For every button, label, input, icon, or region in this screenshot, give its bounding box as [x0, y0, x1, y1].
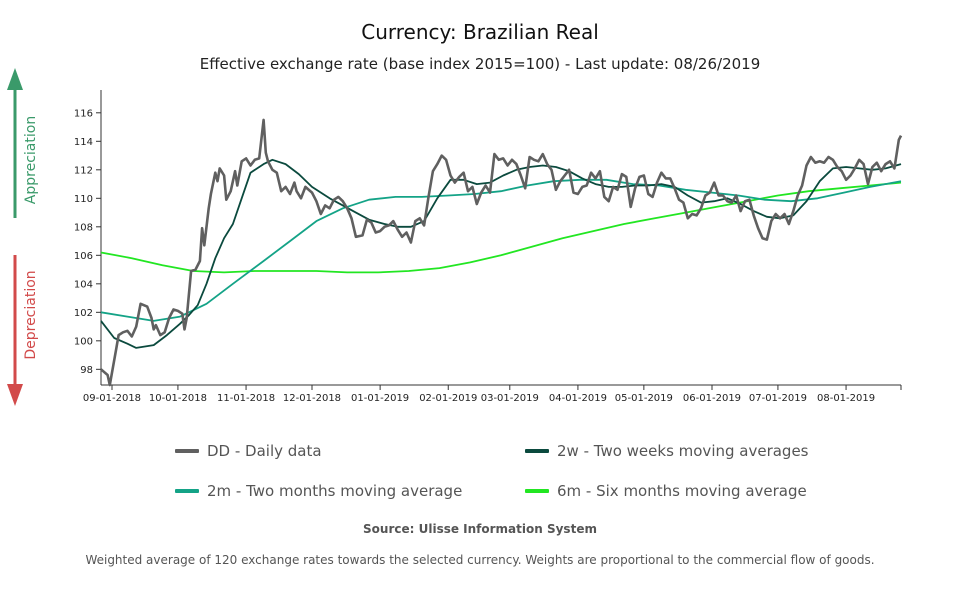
x-tick-label: 08-01-2019	[817, 393, 875, 404]
footnote: Weighted average of 120 exchange rates t…	[85, 553, 875, 567]
legend-label-w2: 2w - Two weeks moving averages	[557, 442, 809, 460]
x-tick-label: 11-01-2018	[217, 393, 275, 404]
chart-subtitle: Effective exchange rate (base index 2015…	[199, 55, 761, 73]
legend-item-dd: DD - Daily data	[175, 442, 322, 460]
y-axis-ticks: 98 100 102 104 106 108 110 112 114 116	[74, 108, 101, 376]
y-tick-label: 98	[80, 365, 93, 376]
x-tick-label: 12-01-2018	[283, 393, 341, 404]
chart-title: Currency: Brazilian Real	[361, 20, 599, 44]
y-tick-label: 112	[74, 165, 93, 176]
exchange-rate-chart: Appreciation Depreciation 98 100 102 104 106…	[7, 68, 903, 406]
x-tick-label: 05-01-2019	[615, 393, 673, 404]
y-tick-label: 104	[74, 279, 93, 290]
x-tick-label: 07-01-2019	[749, 393, 807, 404]
appreciation-arrow: Appreciation	[7, 68, 39, 218]
x-tick-label: 06-01-2019	[683, 393, 741, 404]
depreciation-label: Depreciation	[23, 270, 39, 359]
series-line-dd	[100, 118, 903, 387]
y-tick-label: 116	[74, 108, 93, 119]
legend-label-m2: 2m - Two months moving average	[207, 482, 463, 500]
legend-swatch-dd	[175, 449, 199, 453]
legend-swatch-m6	[525, 489, 549, 493]
x-tick-label: 02-01-2019	[419, 393, 477, 404]
legend-label-dd: DD - Daily data	[207, 442, 322, 460]
y-tick-label: 108	[74, 222, 93, 233]
series-line-w2	[100, 158, 902, 349]
x-axis-ticks: 09-01-2018 10-01-2018 11-01-2018 12-01-2018…	[83, 385, 902, 404]
depreciation-arrow: Depreciation	[7, 255, 39, 406]
appreciation-label: Appreciation	[23, 116, 39, 204]
y-tick-label: 110	[74, 194, 93, 205]
y-tick-label: 102	[74, 308, 93, 319]
legend-item-m2: 2m - Two months moving average	[175, 482, 462, 500]
series-line-m2	[100, 178, 902, 322]
legend-swatch-w2	[525, 449, 549, 453]
legend-item-w2: 2w - Two weeks moving averages	[525, 442, 809, 460]
y-tick-label: 114	[74, 137, 93, 148]
x-tick-label: 09-01-2018	[83, 393, 141, 404]
x-tick-label: 04-01-2019	[549, 393, 607, 404]
x-tick-label: 10-01-2018	[149, 393, 207, 404]
series-line-m6	[100, 181, 902, 274]
series-lines	[100, 118, 903, 387]
x-tick-label: 01-01-2019	[351, 393, 409, 404]
legend-swatch-m2	[175, 489, 199, 493]
legend-item-m6: 6m - Six months moving average	[525, 482, 807, 500]
legend-label-m6: 6m - Six months moving average	[557, 482, 807, 500]
y-tick-label: 106	[74, 251, 93, 262]
y-tick-label: 100	[74, 336, 93, 347]
x-tick-label: 03-01-2019	[481, 393, 539, 404]
source-note: Source: Ulisse Information System	[363, 522, 597, 536]
